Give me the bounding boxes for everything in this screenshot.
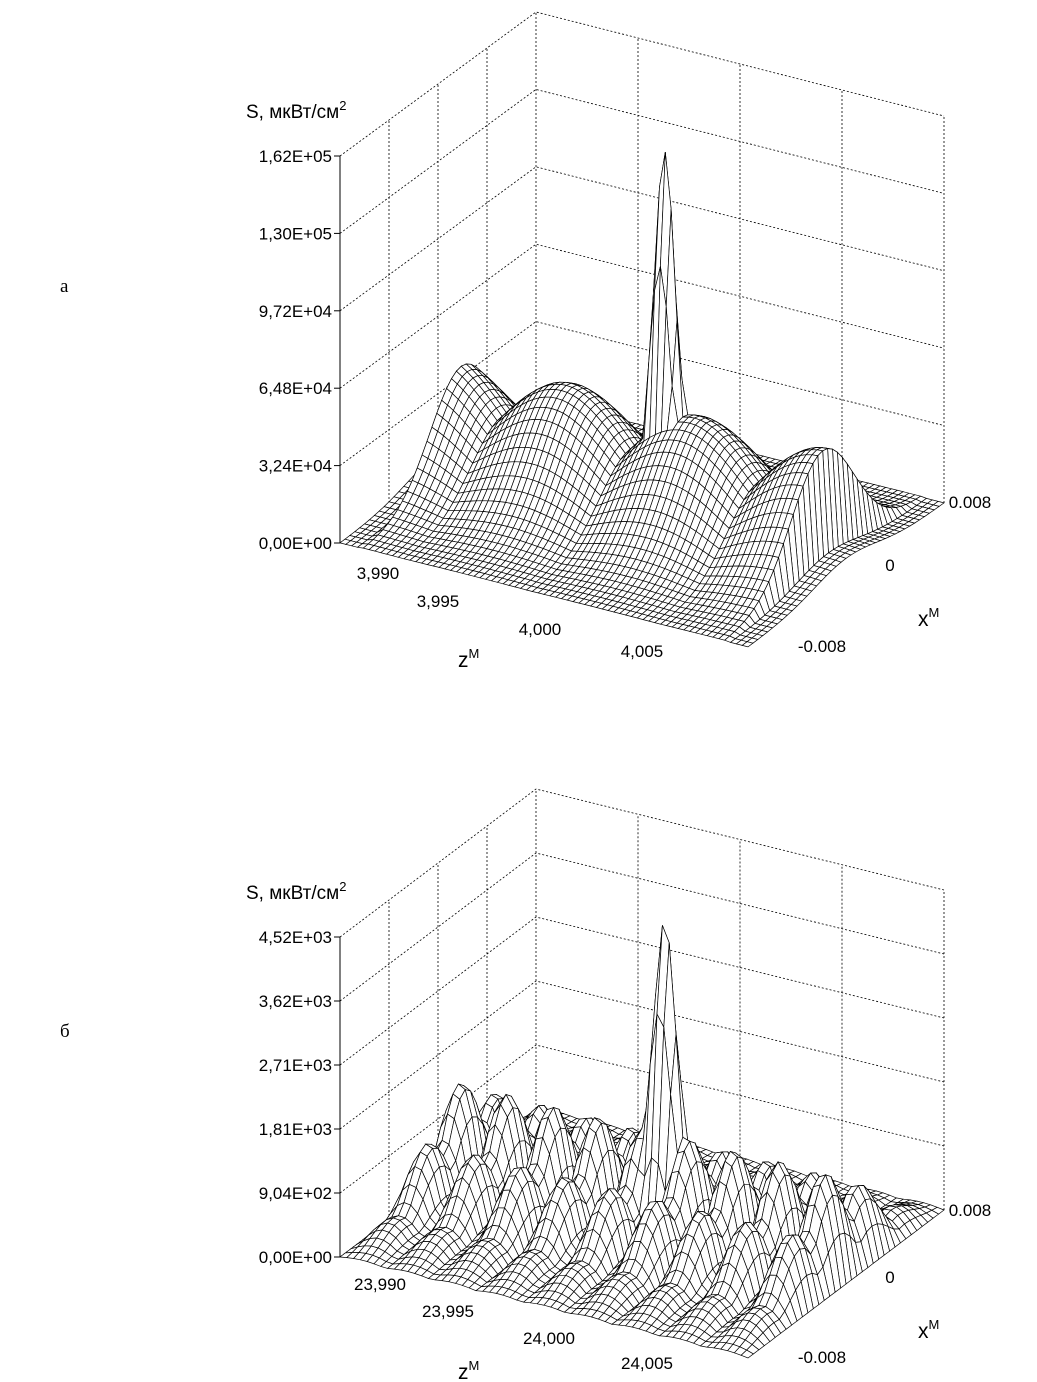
z-tick-label: 3,24E+04 — [259, 457, 332, 476]
zc-tick-label: 24,005 — [621, 1354, 673, 1373]
grid-line — [339, 852, 945, 1002]
z-axis-label: S, мкВт/см2 — [246, 879, 346, 904]
zc-tick-label: 23,990 — [354, 1275, 406, 1294]
xc-axis-label: xМ — [918, 605, 939, 631]
z-tick-label: 2,71E+03 — [259, 1056, 332, 1075]
surface-plot-a: 0,00E+00 3,24E+04 6,48E+04 9,72E+04 1,30E+05… — [246, 11, 992, 672]
z-axis-label-sup: 2 — [339, 879, 346, 894]
grid-line — [339, 11, 945, 157]
grid-line — [339, 788, 945, 938]
xc-axis-label-sup: М — [929, 605, 940, 620]
zc-tick-label: 24,000 — [523, 1329, 575, 1348]
surface-mesh — [339, 152, 945, 648]
grid-line — [339, 166, 945, 312]
grid-line — [339, 980, 945, 1130]
chart-panel-a: а 0,00E+00 3,24E+04 6,48E+04 9,72E+04 1,30E+… — [60, 11, 992, 672]
zc-axis-label: zМ — [458, 646, 479, 672]
z-axis-label: S, мкВт/см2 — [246, 98, 346, 123]
panel-label-b: б — [60, 1021, 70, 1042]
surface-plot-b: 0,00E+00 9,04E+02 1,81E+03 2,71E+03 3,62E+03… — [246, 788, 992, 1382]
zc-axis-label: zМ — [458, 1358, 479, 1382]
box-grid — [339, 788, 945, 1258]
xc-axis-label-sup: М — [929, 1317, 940, 1332]
z-tick-label: 1,81E+03 — [259, 1120, 332, 1139]
z-tick-label: 4,52E+03 — [259, 928, 332, 947]
xc-tick-label: 0 — [885, 556, 894, 575]
xc-axis-label: xМ — [918, 1317, 939, 1343]
xc-tick-label: -0.008 — [798, 637, 846, 656]
grid-line — [339, 916, 945, 1066]
panel-label-a: а — [60, 276, 69, 297]
zc-axis-label-sup: М — [469, 646, 480, 661]
surface-cell — [741, 641, 754, 648]
z-tick-label: 3,62E+03 — [259, 992, 332, 1011]
chart-panel-b: б 0,00E+00 9,04E+02 1,81E+03 2,71E+03 3,62E+… — [0, 691, 1037, 1382]
grid-line — [339, 243, 945, 389]
xc-tick-label: 0.008 — [949, 1201, 992, 1220]
zc-tick-label: 3,990 — [357, 564, 400, 583]
xc-tick-label: -0.008 — [798, 1348, 846, 1367]
zc-tick-label: 23,995 — [422, 1302, 474, 1321]
zc-axis-label-sup: М — [469, 1358, 480, 1373]
z-tick-label: 9,72E+04 — [259, 302, 332, 321]
grid-line — [339, 321, 945, 466]
z-tick-label: 0,00E+00 — [259, 1248, 332, 1267]
z-tick-label: 1,62E+05 — [259, 147, 332, 166]
z-tick-label: 0,00E+00 — [259, 534, 332, 553]
grid-line — [339, 88, 945, 234]
zc-tick-label: 4,005 — [621, 642, 664, 661]
zc-tick-label: 4,000 — [519, 620, 562, 639]
xc-tick-label: 0 — [885, 1268, 894, 1287]
z-tick-label: 1,30E+05 — [259, 224, 332, 243]
z-tick-label: 6,48E+04 — [259, 379, 332, 398]
z-axis-label-sup: 2 — [339, 98, 346, 113]
z-tick-label: 9,04E+02 — [259, 1184, 332, 1203]
surface-mesh — [339, 925, 945, 1359]
zc-tick-label: 3,995 — [417, 592, 460, 611]
xc-tick-label: 0.008 — [949, 493, 992, 512]
